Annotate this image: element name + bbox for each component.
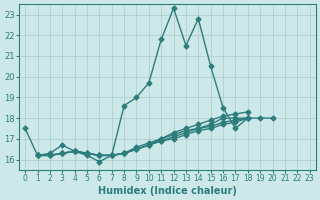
X-axis label: Humidex (Indice chaleur): Humidex (Indice chaleur) [98,186,237,196]
